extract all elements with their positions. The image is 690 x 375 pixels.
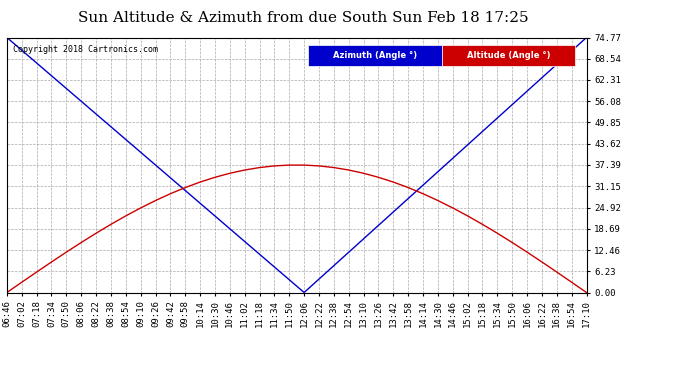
FancyBboxPatch shape	[442, 45, 575, 66]
Text: Altitude (Angle °): Altitude (Angle °)	[466, 51, 550, 60]
Text: Sun Altitude & Azimuth from due South Sun Feb 18 17:25: Sun Altitude & Azimuth from due South Su…	[78, 11, 529, 25]
Text: Copyright 2018 Cartronics.com: Copyright 2018 Cartronics.com	[12, 45, 158, 54]
FancyBboxPatch shape	[308, 45, 442, 66]
Text: Azimuth (Angle °): Azimuth (Angle °)	[333, 51, 417, 60]
